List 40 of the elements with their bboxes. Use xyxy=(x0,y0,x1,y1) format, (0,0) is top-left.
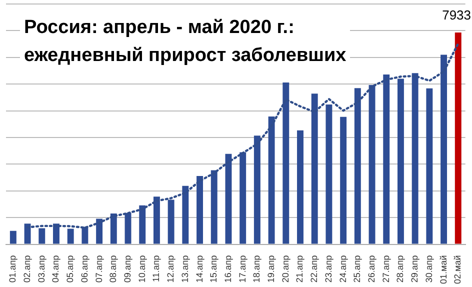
x-tick-label: 24.апр xyxy=(338,255,348,283)
x-tick-label: 17.апр xyxy=(237,255,248,283)
bar xyxy=(454,32,462,244)
x-tick-label: 26.апр xyxy=(366,255,376,283)
x-tick-label: 14.апр xyxy=(194,255,204,283)
x-tick-label: 15.апр xyxy=(208,255,219,283)
x-tick-label: 28.апр xyxy=(395,255,406,283)
text: Россия: апрель - май 2020 г.: xyxy=(24,17,294,38)
x-tick-label: 06.апр xyxy=(79,255,90,283)
bar xyxy=(10,230,16,244)
x-tick-label: 01.апр xyxy=(8,255,18,283)
x-tick-label: 10.апр xyxy=(136,255,147,283)
text: ежедневный прирост заболевших xyxy=(24,45,346,66)
x-tick-label: 25.апр xyxy=(352,255,362,283)
x-tick-label: 01.май xyxy=(438,255,448,284)
x-tick-label: 07.апр xyxy=(94,255,104,283)
x-tick-label: 30.апр xyxy=(424,255,434,283)
x-tick-label: 12.апр xyxy=(166,255,176,283)
bar xyxy=(426,88,433,244)
bar xyxy=(297,130,304,244)
x-tick-label: 05.апр xyxy=(65,255,76,283)
x-tick-label: 09.апр xyxy=(122,255,132,283)
x-tick-label: 02.апр xyxy=(22,255,32,283)
x-tick-label: 11.апр xyxy=(151,255,162,282)
x-tick-label: 20.апр xyxy=(280,255,290,283)
x-tick-label: 29.апр xyxy=(410,255,420,283)
x-tick-label: 21.апр xyxy=(294,255,305,283)
x-tick-label: 19.апр xyxy=(266,255,276,283)
x-tick-label: 13.апр xyxy=(180,255,190,283)
x-tick-label: 08.апр xyxy=(108,255,118,283)
data-label: 7933 xyxy=(442,8,471,23)
x-tick-label: 23.апр xyxy=(323,255,334,283)
x-tick-label: 04.апр xyxy=(50,255,61,283)
bar xyxy=(340,116,347,244)
x-tick-label: 16.апр xyxy=(222,255,233,283)
x-tick-label: 27.апр xyxy=(380,255,391,283)
x-tick-label: 22.апр xyxy=(309,255,320,283)
x-tick-label: 03.апр xyxy=(36,255,46,283)
x-tick-label: 02.май xyxy=(452,255,463,284)
x-tick-label: 18.апр xyxy=(252,255,262,283)
